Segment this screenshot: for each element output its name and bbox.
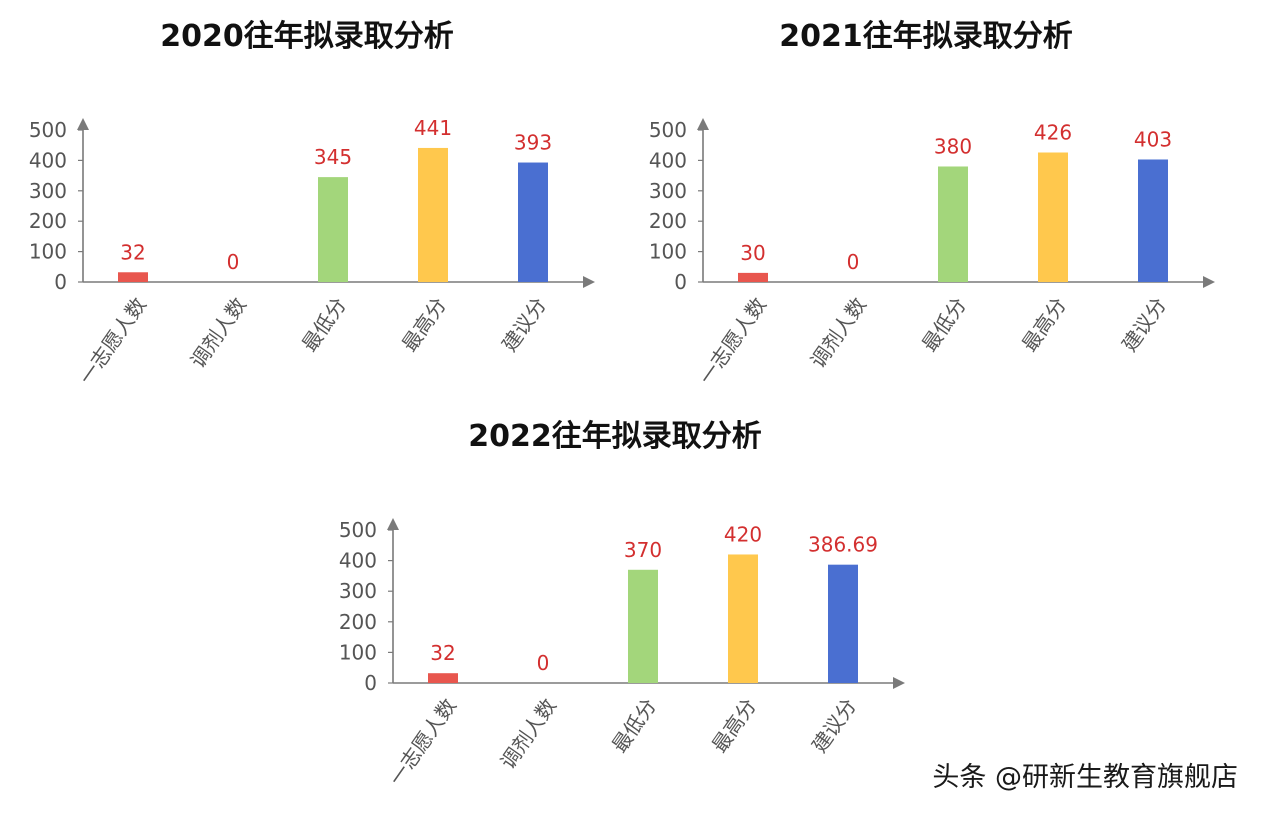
watermark: 头条 @研新生教育旗舰店: [932, 762, 1238, 793]
data-label: 0: [537, 651, 550, 675]
data-label: 32: [430, 641, 455, 665]
chart-2: 2021往年拟录取分析 0 100 200 300 400 500 30 一志愿人数 0 调剂人数 3…: [649, 19, 1215, 389]
bar-5: [1138, 159, 1168, 282]
y-tick-label: 400: [29, 148, 67, 172]
category-label: 建议分: [497, 293, 551, 356]
y-tick-label: 500: [649, 118, 687, 142]
category-label: 一志愿人数: [74, 293, 151, 389]
category-label: 调剂人数: [496, 694, 562, 773]
data-label: 345: [314, 145, 352, 169]
chart-1: 2020往年拟录取分析 0 100 200 300 400 500 32 一志愿人数 0 调剂人数 3…: [29, 19, 595, 389]
bar-4: [1038, 152, 1068, 282]
y-tick-label: 400: [339, 549, 377, 573]
y-tick-label: 500: [339, 518, 377, 542]
bar-4: [728, 554, 758, 683]
data-label: 426: [1034, 120, 1072, 144]
category-label: 调剂人数: [186, 293, 252, 372]
bar-4: [418, 147, 448, 282]
category-label: 调剂人数: [806, 293, 872, 372]
y-tick-label: 100: [339, 640, 377, 664]
data-label: 30: [740, 241, 765, 265]
x-axis-arrow: [1203, 276, 1215, 288]
category-label: 最高分: [707, 694, 761, 757]
category-label: 建议分: [1117, 293, 1171, 356]
bar-5: [518, 162, 548, 282]
y-tick-label: 200: [649, 209, 687, 233]
y-tick-label: 200: [339, 610, 377, 634]
data-label: 32: [120, 240, 145, 264]
category-label: 一志愿人数: [694, 293, 771, 389]
chart-3: 2022往年拟录取分析 0 100 200 300 400 500 32 一志愿人数 0 调剂人数 3…: [339, 419, 905, 790]
y-tick-label: 0: [674, 270, 687, 294]
bar-1: [428, 673, 458, 683]
data-label: 441: [414, 116, 452, 140]
category-label: 一志愿人数: [384, 694, 461, 790]
y-tick-label: 500: [29, 118, 67, 142]
category-label: 最低分: [917, 293, 971, 356]
data-label: 0: [227, 250, 240, 274]
y-tick-label: 0: [54, 270, 67, 294]
y-tick-label: 300: [339, 579, 377, 603]
data-label: 386.69: [808, 533, 878, 557]
y-tick-label: 300: [29, 179, 67, 203]
y-axis-arrow: [697, 118, 709, 130]
x-axis-arrow: [893, 677, 905, 689]
data-label: 370: [624, 538, 662, 562]
category-label: 最高分: [397, 293, 451, 356]
y-tick-label: 100: [29, 240, 67, 264]
bar-3: [938, 166, 968, 282]
data-label: 0: [847, 250, 860, 274]
category-label: 最高分: [1017, 293, 1071, 356]
y-tick-label: 300: [649, 179, 687, 203]
data-label: 420: [724, 522, 762, 546]
y-axis-arrow: [77, 118, 89, 130]
y-axis-arrow: [387, 518, 399, 530]
bar-5: [828, 564, 858, 683]
y-tick-label: 100: [649, 240, 687, 264]
data-label: 393: [514, 131, 552, 155]
bar-3: [318, 177, 348, 282]
y-tick-label: 0: [364, 671, 377, 695]
x-axis-arrow: [583, 276, 595, 288]
data-label: 403: [1134, 127, 1172, 151]
bar-1: [118, 272, 148, 282]
chart-title: 2022往年拟录取分析: [468, 419, 762, 454]
chart-title: 2021往年拟录取分析: [779, 19, 1073, 54]
y-tick-label: 400: [649, 148, 687, 172]
bar-1: [738, 272, 768, 282]
data-label: 380: [934, 134, 972, 158]
chart-title: 2020往年拟录取分析: [160, 19, 454, 54]
y-tick-label: 200: [29, 209, 67, 233]
bar-3: [628, 569, 658, 683]
category-label: 最低分: [607, 694, 661, 757]
category-label: 建议分: [807, 694, 861, 757]
category-label: 最低分: [297, 293, 351, 356]
